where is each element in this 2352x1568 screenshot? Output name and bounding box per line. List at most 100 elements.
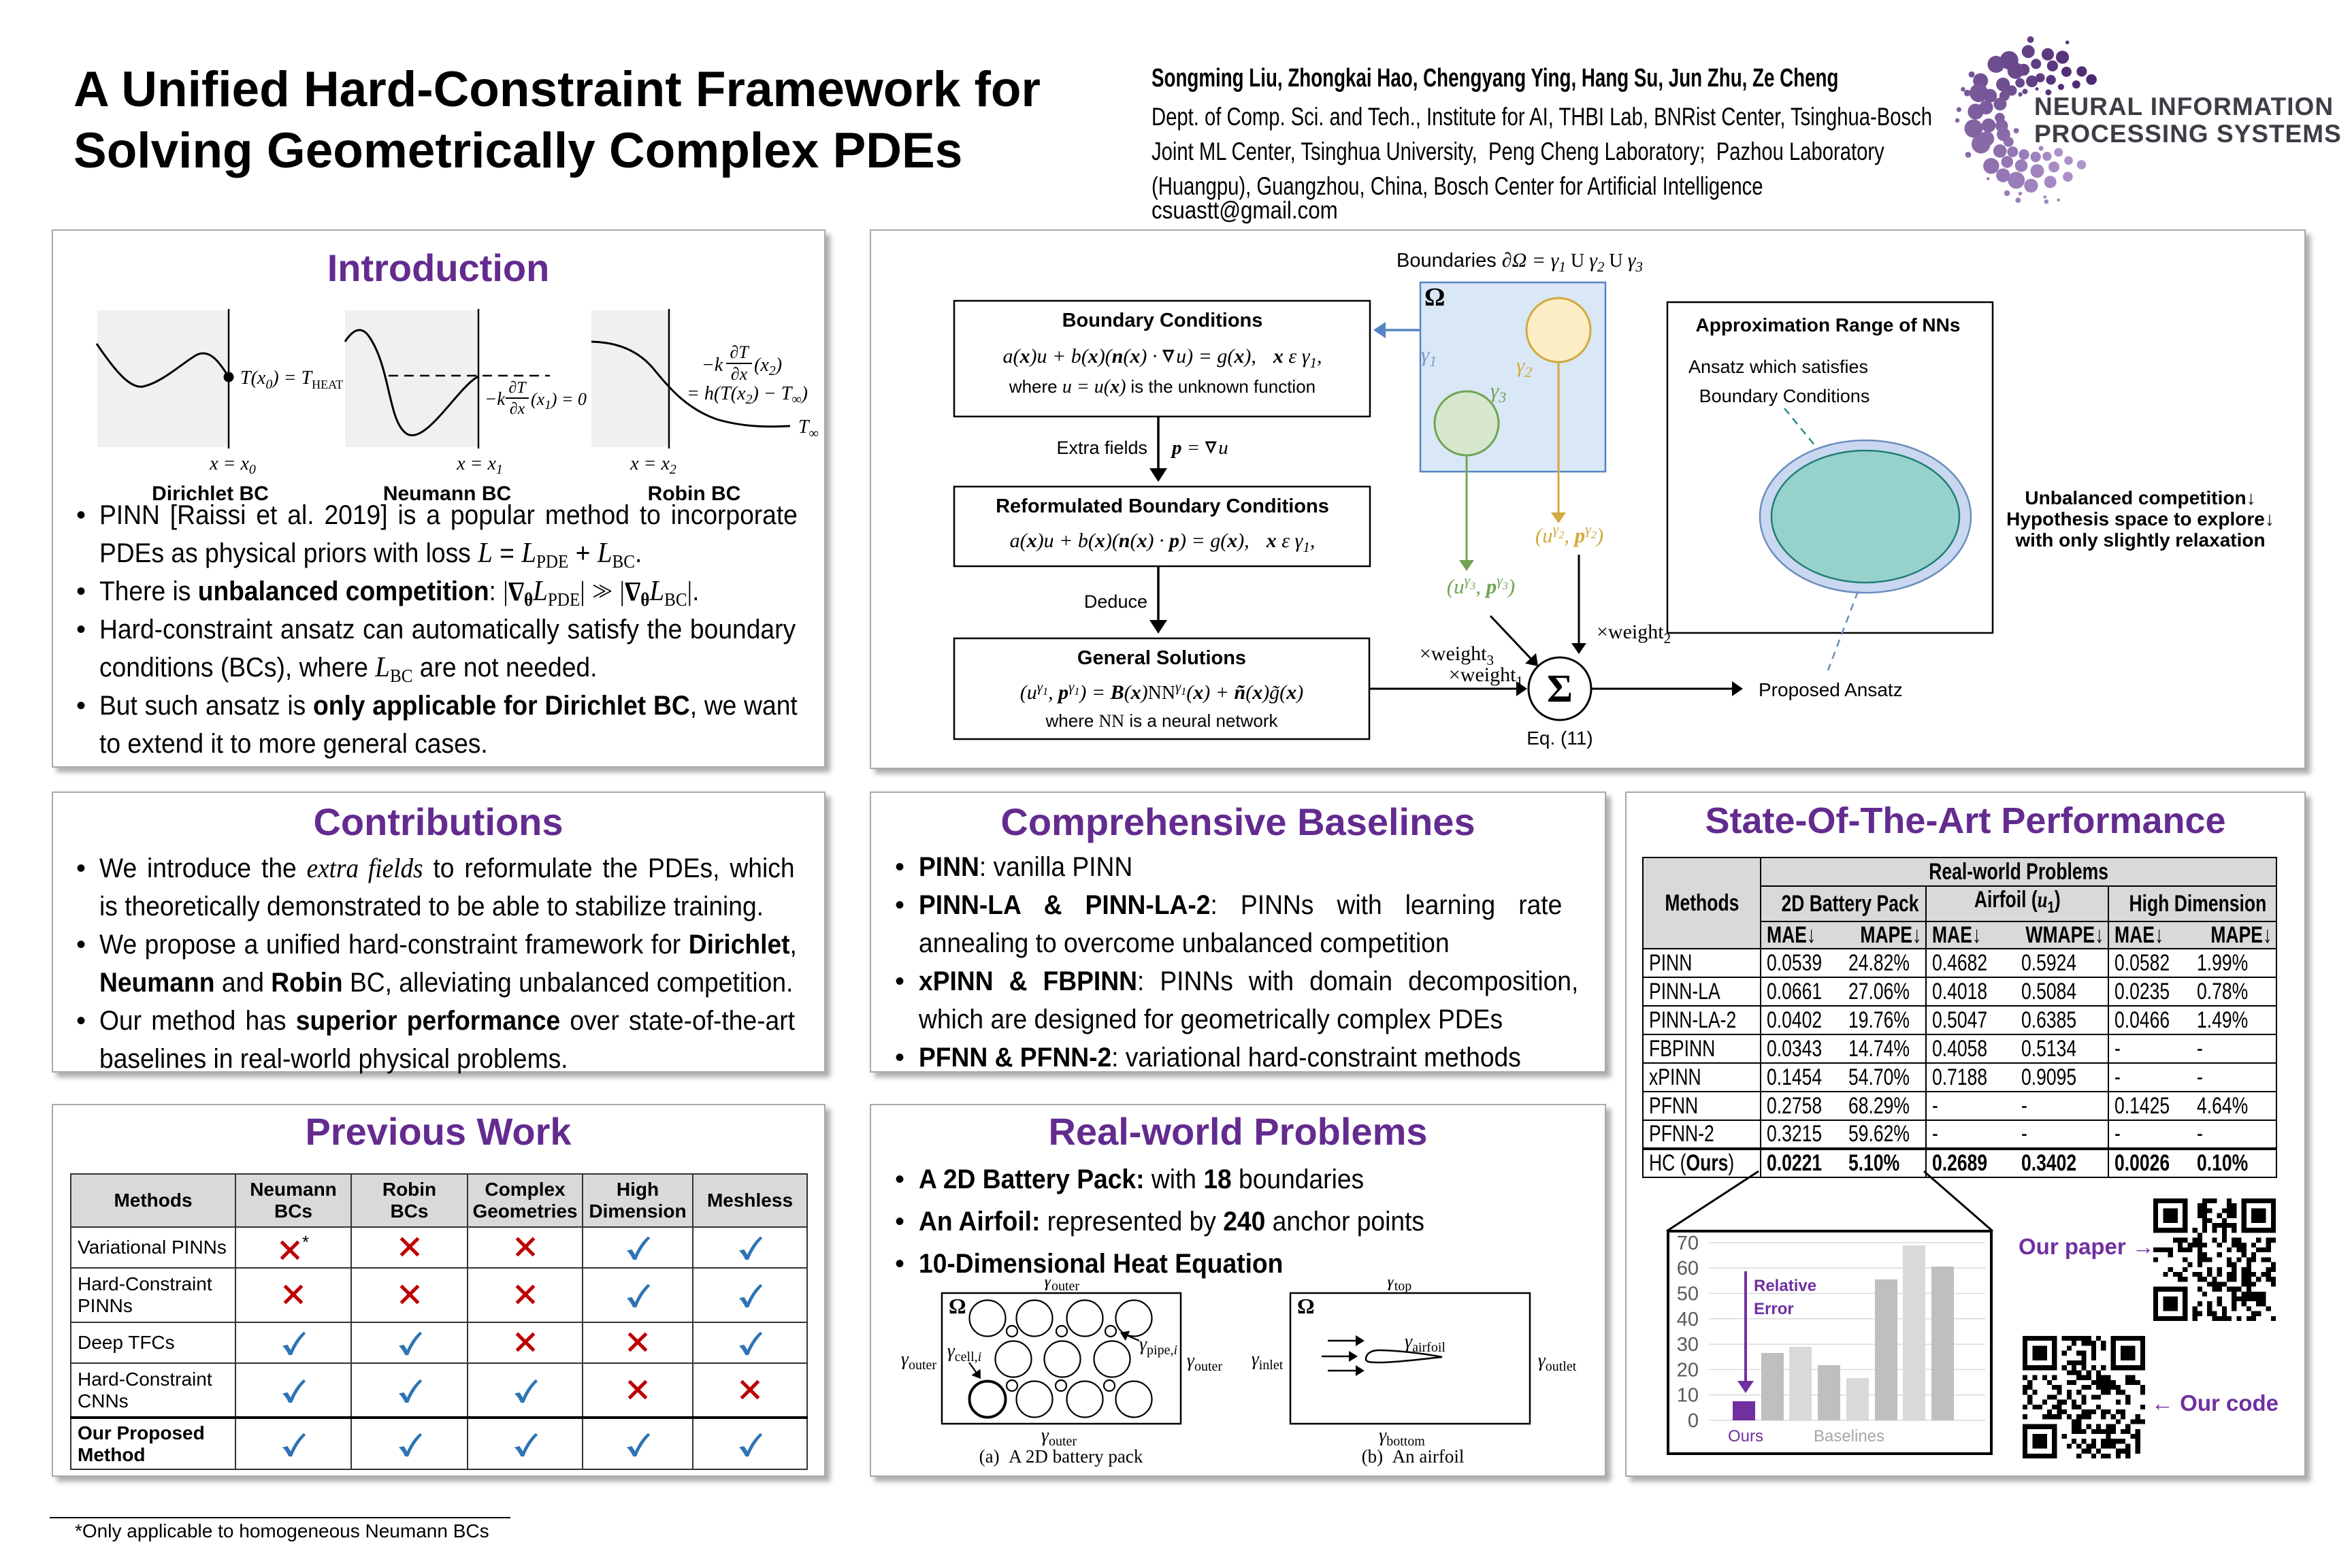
svg-text:(b) An airfoil: (b) An airfoil — [1362, 1446, 1465, 1467]
svg-text:Neumann BC: Neumann BC — [383, 483, 511, 505]
svg-text:1: 1 — [1303, 539, 1310, 555]
svg-text:×weight: ×weight — [1597, 621, 1664, 643]
svg-text:U: U — [1566, 250, 1589, 272]
svg-text:) = g(: ) = g( — [1178, 529, 1228, 552]
svg-text:(u: (u — [1020, 681, 1037, 704]
svg-text:γtop: γtop — [1387, 1279, 1412, 1294]
svg-text:0: 0 — [1688, 1410, 1699, 1432]
svg-text:(: ( — [1123, 345, 1131, 368]
svg-text:1: 1 — [1558, 259, 1566, 275]
svg-text:x: x — [1129, 345, 1140, 368]
svg-text:Ours: Ours — [1728, 1427, 1763, 1446]
svg-text:10: 10 — [1677, 1385, 1699, 1407]
svg-text:Deduce: Deduce — [1084, 591, 1147, 612]
svg-text:3: 3 — [1502, 581, 1508, 592]
svg-text:a(: a( — [1010, 529, 1028, 552]
svg-text:)(: )( — [1097, 345, 1113, 368]
svg-text:1: 1 — [1181, 686, 1186, 698]
svg-text:): ) — [1295, 681, 1303, 704]
svg-text:): ) — [1118, 376, 1130, 397]
svg-text:where: where — [1045, 710, 1099, 731]
svg-text:2: 2 — [1558, 529, 1564, 541]
svg-text:x: x — [1026, 529, 1037, 552]
svg-text:γouter: γouter — [901, 1349, 936, 1373]
svg-text:Boundary Conditions: Boundary Conditions — [1699, 386, 1870, 406]
svg-text:1: 1 — [1516, 673, 1524, 689]
svg-text:2: 2 — [1664, 630, 1671, 647]
svg-text:ε γ: ε γ — [1284, 345, 1311, 368]
svg-text:= h(T(x2) − T∞): = h(T(x2) − T∞) — [687, 383, 808, 407]
svg-text:),: ), — [1243, 345, 1256, 368]
svg-text:γouter: γouter — [1041, 1425, 1077, 1449]
svg-text:x: x — [1109, 376, 1120, 397]
svg-text:2: 2 — [1591, 529, 1597, 541]
svg-text:40: 40 — [1677, 1309, 1699, 1330]
svg-text:3: 3 — [1487, 652, 1494, 668]
svg-text:γ: γ — [1497, 572, 1503, 589]
svg-text:60: 60 — [1677, 1258, 1699, 1279]
svg-text:∂T: ∂T — [508, 379, 527, 397]
svg-text:n: n — [1119, 529, 1130, 552]
svg-text:NN: NN — [1099, 711, 1125, 731]
svg-text:,: , — [1317, 345, 1322, 368]
svg-text:x: x — [1137, 529, 1147, 552]
svg-text:Error: Error — [1754, 1300, 1794, 1318]
svg-text:is a neural network: is a neural network — [1124, 710, 1278, 731]
svg-text:Proposed Ansatz: Proposed Ansatz — [1759, 679, 1903, 700]
svg-text:γouter: γouter — [1044, 1279, 1079, 1294]
svg-text:γ: γ — [1037, 679, 1043, 695]
svg-text:γ: γ — [1175, 679, 1181, 695]
svg-text:∂T: ∂T — [730, 342, 749, 362]
svg-text:×weight: ×weight — [1420, 642, 1487, 665]
svg-text:Extra fields: Extra fields — [1056, 438, 1147, 458]
svg-text:Unbalanced competition↓: Unbalanced competition↓ — [2025, 487, 2255, 508]
svg-text:(: ( — [1245, 681, 1254, 704]
svg-text:Reformulated Boundary Conditio: Reformulated Boundary Conditions — [996, 495, 1329, 517]
svg-text:Hypothesis space to explore↓: Hypothesis space to explore↓ — [2006, 508, 2274, 529]
svg-text:x: x — [1130, 681, 1141, 704]
svg-text:)u + b(: )u + b( — [1029, 345, 1090, 368]
svg-text:) +: ) + — [1202, 681, 1234, 704]
svg-text:x: x — [1094, 529, 1105, 552]
svg-text:ε γ: ε γ — [1277, 529, 1304, 552]
svg-text:u: u — [1218, 437, 1228, 459]
svg-text:γ: γ — [1585, 521, 1592, 538]
svg-text:) ·: ) · — [1139, 345, 1162, 368]
svg-text:) ·: ) · — [1146, 529, 1170, 552]
svg-text:,: , — [1564, 523, 1575, 547]
svg-text:x: x — [1088, 345, 1098, 368]
svg-text:)u + b(: )u + b( — [1036, 529, 1096, 552]
svg-text:): ) — [1140, 681, 1148, 704]
svg-text:=: = — [1182, 437, 1205, 459]
svg-text:−k: −k — [702, 355, 723, 376]
svg-text:ñ: ñ — [1235, 681, 1246, 704]
svg-text:γoutlet: γoutlet — [1538, 1350, 1577, 1374]
svg-text:∂x: ∂x — [510, 400, 525, 418]
svg-text:70: 70 — [1677, 1232, 1699, 1254]
svg-text:U: U — [1604, 250, 1627, 272]
svg-text:Ω: Ω — [949, 1294, 966, 1318]
svg-text:Boundaries: Boundaries — [1396, 250, 1502, 272]
svg-text:γ: γ — [1628, 249, 1637, 272]
svg-text:T∞: T∞ — [798, 416, 819, 441]
svg-text:,: , — [1475, 574, 1486, 598]
svg-text:Ansatz which satisfies: Ansatz which satisfies — [1688, 357, 1868, 377]
svg-text:γ: γ — [1068, 679, 1075, 695]
svg-text:1: 1 — [1310, 355, 1318, 371]
svg-text:where: where — [1009, 376, 1062, 397]
svg-text:x = x1: x = x1 — [456, 453, 503, 477]
svg-text:γ: γ — [1589, 249, 1598, 272]
svg-text:p: p — [1056, 681, 1068, 704]
svg-text:−k: −k — [485, 389, 506, 409]
svg-text:T(x0) = THEAT: T(x0) = THEAT — [240, 368, 343, 392]
svg-text:x: x — [1252, 681, 1262, 704]
svg-text:1: 1 — [1074, 686, 1079, 698]
svg-text:(u: (u — [1447, 574, 1465, 598]
svg-text:γouter: γouter — [1187, 1350, 1222, 1374]
svg-text:Boundary Conditions: Boundary Conditions — [1062, 310, 1263, 331]
svg-text:x: x — [1266, 529, 1277, 552]
svg-text:∂Ω = γ: ∂Ω = γ — [1502, 249, 1560, 272]
svg-text:x: x — [1286, 681, 1296, 704]
svg-text:with only slightly relaxation: with only slightly relaxation — [2014, 529, 2265, 551]
svg-text:p: p — [1170, 437, 1182, 459]
